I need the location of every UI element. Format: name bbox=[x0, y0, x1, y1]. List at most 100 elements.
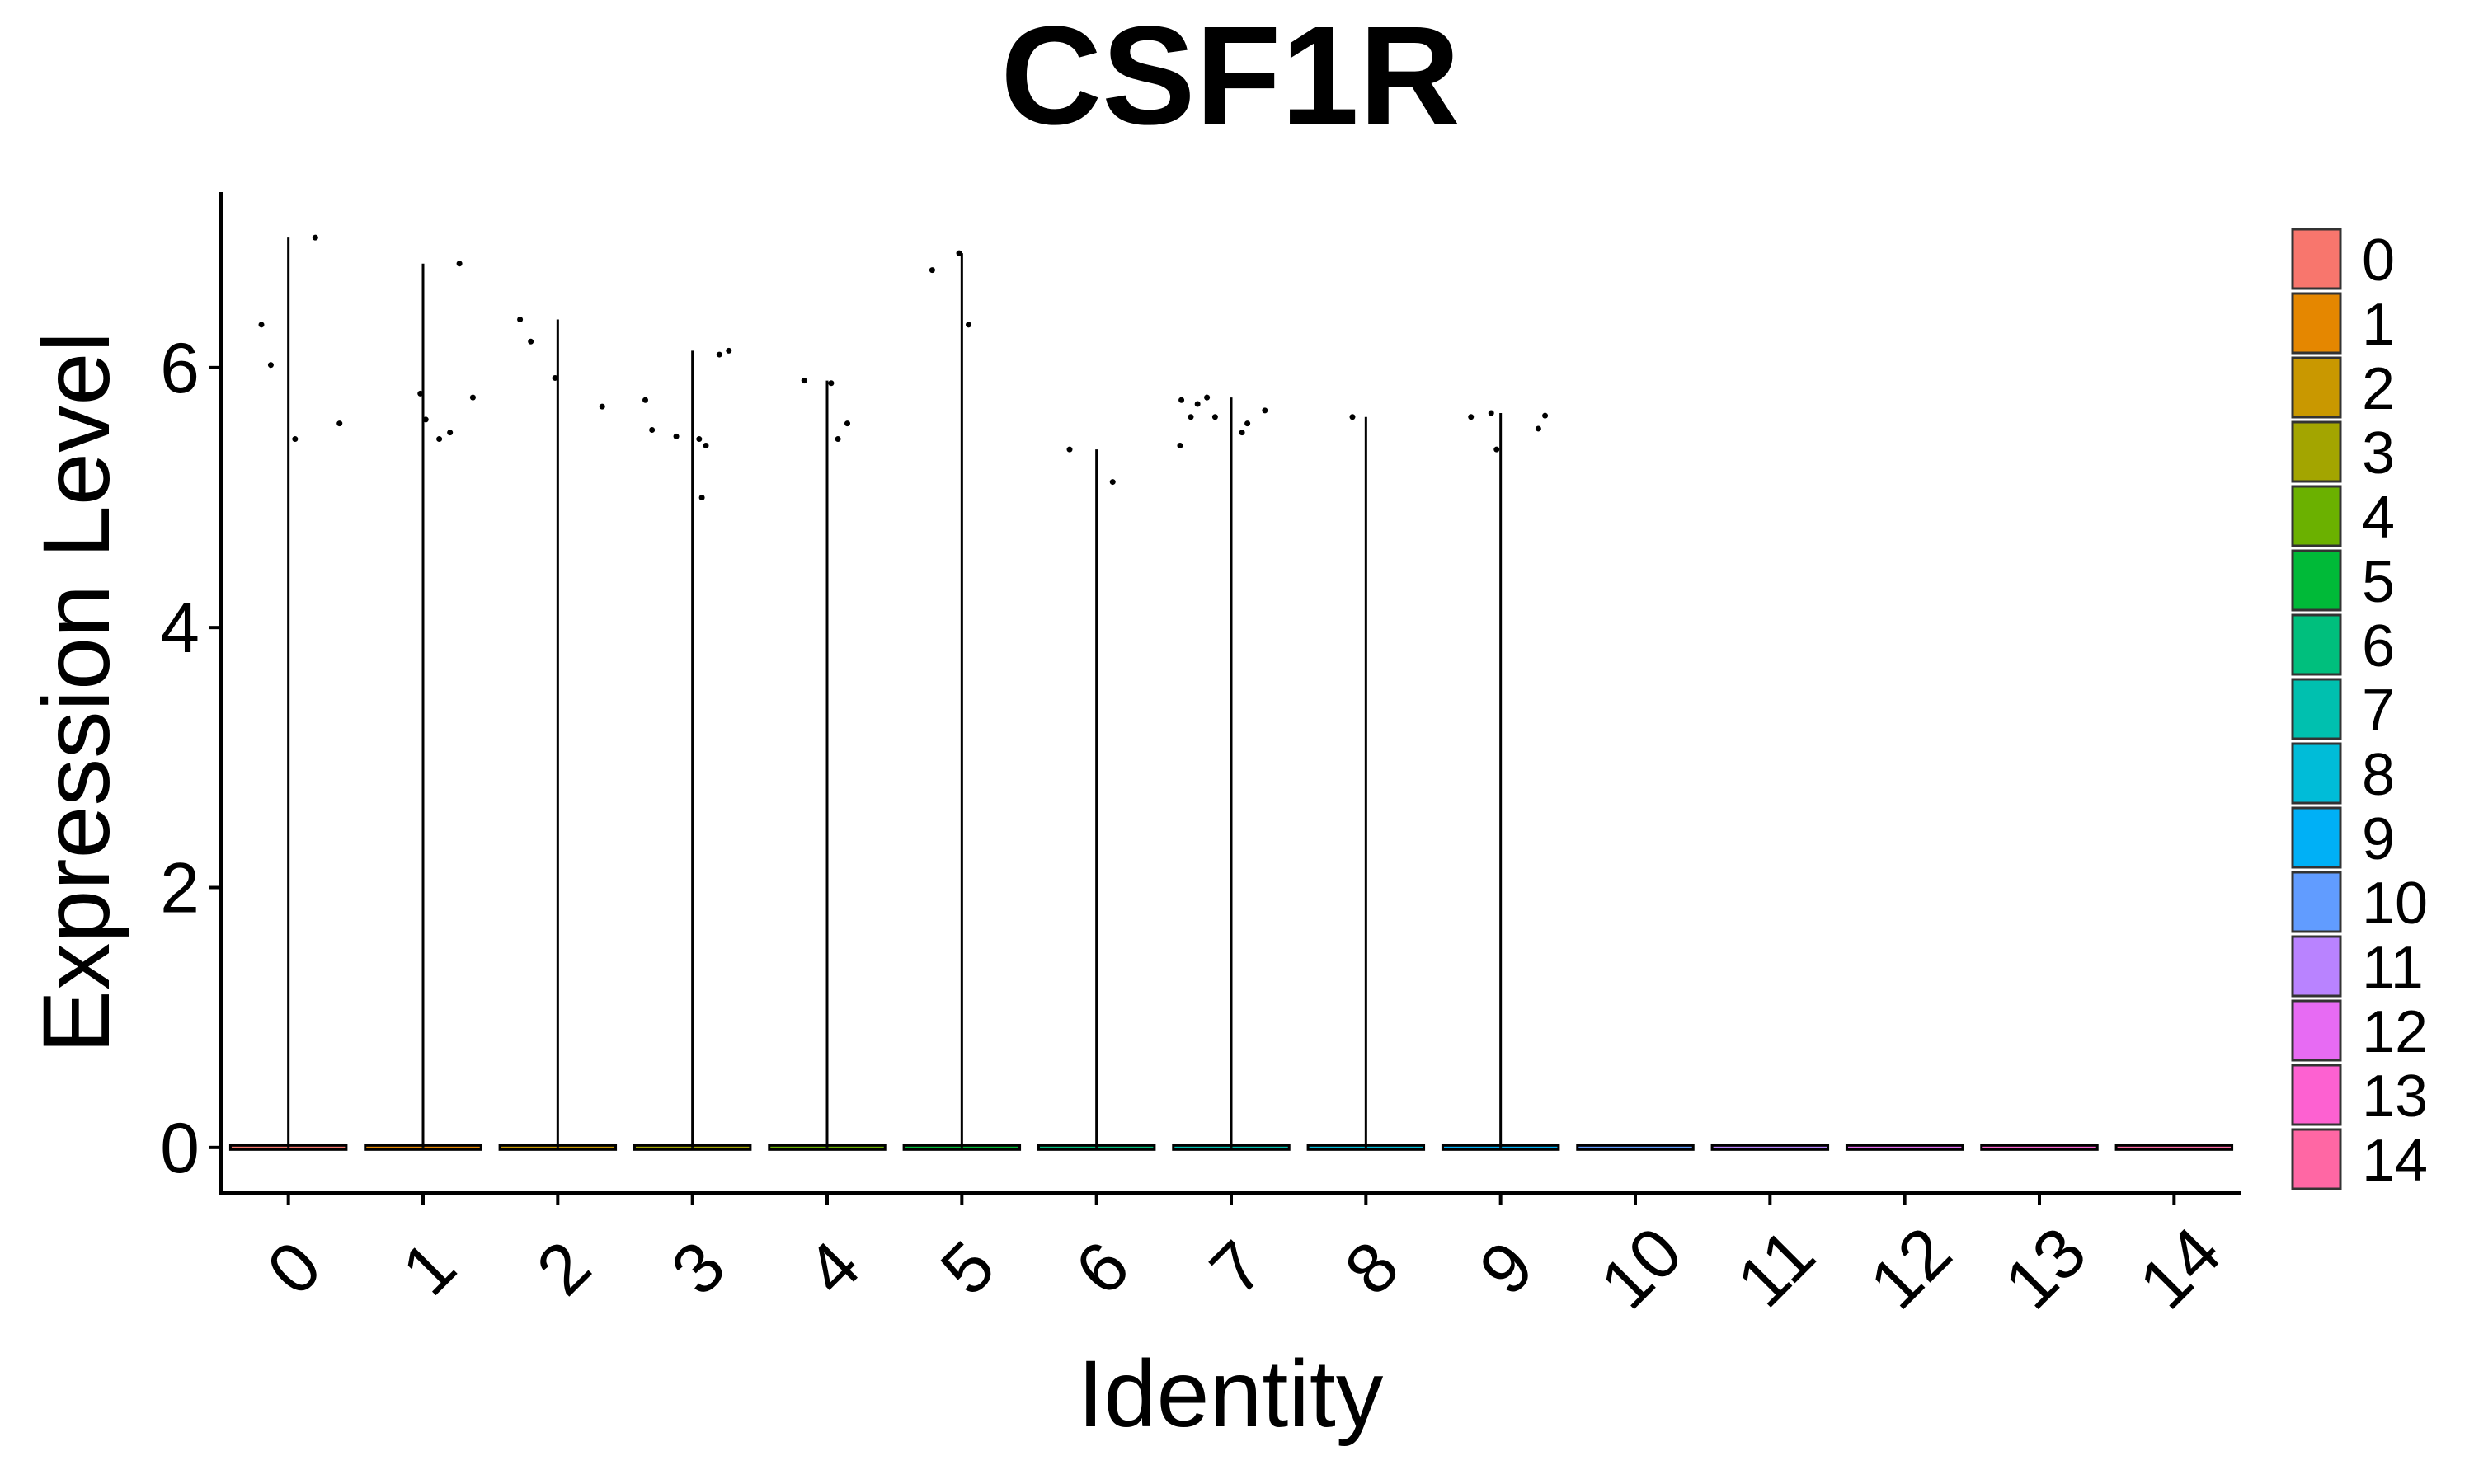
data-point bbox=[1211, 414, 1218, 420]
legend-swatch bbox=[2291, 678, 2342, 740]
legend-swatch bbox=[2291, 871, 2342, 933]
x-tick-label: 11 bbox=[1722, 1214, 1830, 1322]
x-tick-label: 3 bbox=[656, 1226, 741, 1310]
data-point bbox=[1244, 420, 1251, 427]
legend-item-1: 1 bbox=[2291, 292, 2395, 358]
x-tick-label: 13 bbox=[1990, 1213, 2102, 1325]
data-point bbox=[698, 495, 705, 501]
data-point bbox=[1488, 410, 1494, 416]
data-point bbox=[1535, 425, 1541, 432]
violin-4 bbox=[768, 380, 887, 1151]
data-point bbox=[828, 380, 835, 387]
data-point bbox=[1542, 412, 1549, 419]
data-point bbox=[929, 267, 935, 274]
legend-label: 9 bbox=[2362, 806, 2395, 872]
data-point bbox=[801, 378, 807, 384]
y-tick-label: 2 bbox=[160, 848, 200, 928]
violin-11 bbox=[1710, 1144, 1830, 1151]
data-point bbox=[1349, 414, 1356, 420]
data-point bbox=[599, 403, 605, 410]
x-tick-label: 4 bbox=[791, 1226, 875, 1310]
data-point bbox=[835, 436, 841, 443]
x-axis-title: Identity bbox=[1078, 1341, 1384, 1447]
violin-9 bbox=[1441, 413, 1560, 1151]
violin-10 bbox=[1576, 1144, 1695, 1151]
data-point bbox=[716, 351, 722, 358]
data-point bbox=[292, 436, 299, 443]
legend-item-3: 3 bbox=[2291, 420, 2395, 486]
data-point bbox=[956, 250, 962, 256]
legend-label: 12 bbox=[2362, 999, 2428, 1065]
data-point bbox=[1177, 442, 1183, 448]
x-tick-label: 12 bbox=[1855, 1213, 1967, 1325]
violin-0 bbox=[228, 237, 348, 1151]
legend-item-9: 9 bbox=[2291, 806, 2395, 872]
legend-label: 6 bbox=[2362, 613, 2395, 679]
x-tick-label: 8 bbox=[1330, 1226, 1414, 1310]
legend-swatch bbox=[2291, 999, 2342, 1062]
data-point bbox=[267, 362, 274, 369]
data-point bbox=[703, 442, 709, 448]
x-tick-label: 1 bbox=[387, 1226, 471, 1310]
legend-item-11: 11 bbox=[2291, 935, 2424, 1001]
data-point bbox=[642, 397, 648, 403]
violin-body-10 bbox=[1576, 1144, 1695, 1151]
legend-label: 1 bbox=[2362, 292, 2395, 358]
legend-item-13: 13 bbox=[2291, 1064, 2428, 1129]
data-point bbox=[552, 374, 558, 381]
y-tick-label: 0 bbox=[160, 1109, 200, 1188]
legend-swatch bbox=[2291, 228, 2342, 290]
legend-label: 0 bbox=[2362, 228, 2395, 294]
data-point bbox=[528, 338, 534, 345]
y-tick-label: 6 bbox=[160, 329, 200, 408]
violin-12 bbox=[1845, 1144, 1964, 1151]
data-point bbox=[1066, 446, 1073, 453]
legend-label: 11 bbox=[2362, 935, 2424, 1001]
violin-body-11 bbox=[1710, 1144, 1830, 1151]
data-point bbox=[1178, 397, 1185, 403]
legend-label: 10 bbox=[2362, 871, 2428, 937]
legend-label: 8 bbox=[2362, 742, 2395, 808]
data-point bbox=[1493, 446, 1500, 453]
legend-swatch bbox=[2291, 1128, 2342, 1190]
plot-area bbox=[228, 234, 2234, 1151]
legend-item-0: 0 bbox=[2291, 228, 2395, 294]
data-point bbox=[436, 436, 443, 443]
legend-item-12: 12 bbox=[2291, 999, 2428, 1065]
x-tick-label: 2 bbox=[522, 1226, 606, 1310]
violin-3 bbox=[633, 350, 752, 1151]
data-point bbox=[422, 416, 429, 423]
legend-label: 14 bbox=[2362, 1128, 2428, 1194]
violin-7 bbox=[1172, 397, 1291, 1151]
violin-1 bbox=[364, 263, 482, 1151]
legend-swatch bbox=[2291, 356, 2342, 419]
violin-body-12 bbox=[1845, 1144, 1964, 1151]
data-point bbox=[456, 261, 463, 267]
legend-item-2: 2 bbox=[2291, 356, 2395, 422]
legend-swatch bbox=[2291, 613, 2342, 676]
data-point bbox=[312, 234, 318, 241]
violin-body-13 bbox=[1980, 1144, 2099, 1151]
data-point bbox=[844, 420, 850, 427]
data-point bbox=[447, 430, 454, 436]
y-axis-title: Expression Level bbox=[24, 331, 129, 1054]
data-point bbox=[517, 317, 524, 323]
data-point bbox=[336, 420, 343, 427]
data-point bbox=[726, 347, 732, 354]
y-tick-label: 4 bbox=[160, 589, 200, 668]
data-point bbox=[1109, 479, 1116, 486]
legend-swatch bbox=[2291, 1064, 2342, 1126]
violin-5 bbox=[902, 253, 1022, 1151]
legend-item-10: 10 bbox=[2291, 871, 2428, 937]
data-point bbox=[1262, 407, 1268, 414]
legend-item-6: 6 bbox=[2291, 613, 2395, 679]
legend-item-5: 5 bbox=[2291, 549, 2395, 615]
x-tick-label: 10 bbox=[1586, 1213, 1698, 1325]
violin-13 bbox=[1980, 1144, 2099, 1151]
violin-6 bbox=[1037, 449, 1156, 1151]
data-point bbox=[673, 433, 680, 439]
legend-swatch bbox=[2291, 742, 2342, 805]
